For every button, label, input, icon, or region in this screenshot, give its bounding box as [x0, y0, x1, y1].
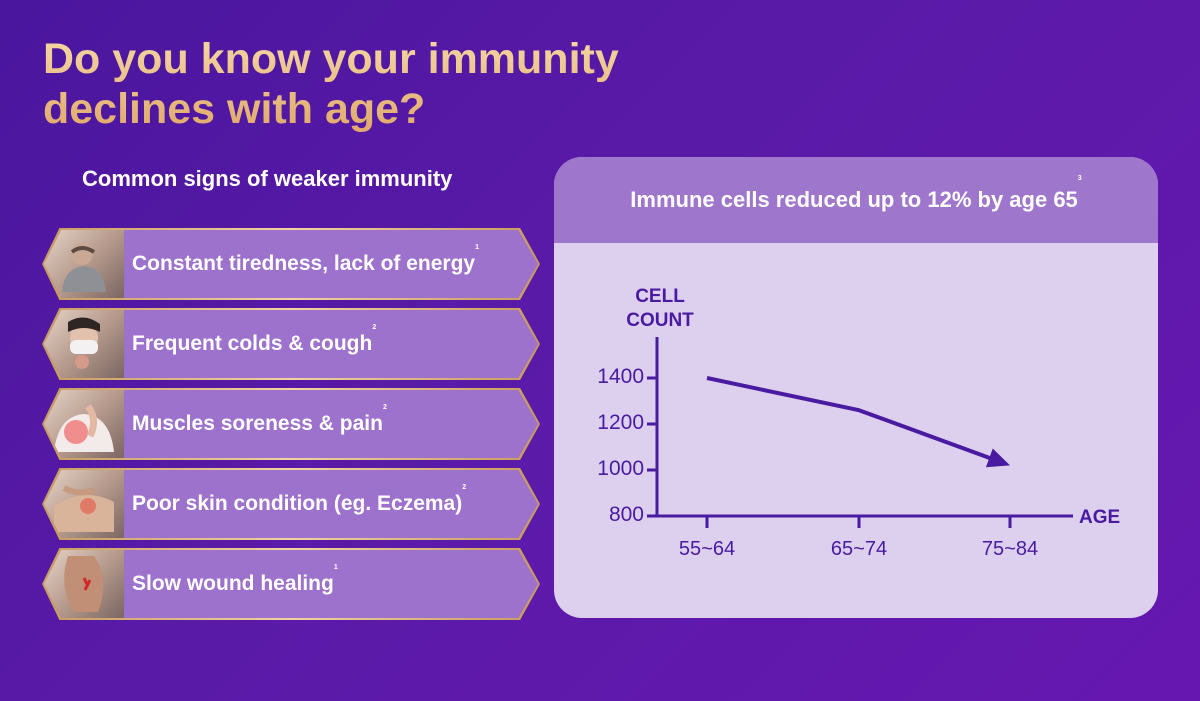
- tired-person-icon: [44, 230, 124, 298]
- y-axis-title: COUNT: [626, 310, 694, 331]
- x-tick-label: 65~74: [831, 538, 887, 560]
- headline: Do you know your immunity declines with …: [43, 34, 619, 134]
- headline-line2: declines with age?: [43, 85, 426, 133]
- x-tick-label: 75~84: [982, 538, 1038, 560]
- chart-title-text: Immune cells reduced up to 12% by age 65: [630, 187, 1078, 212]
- sign-label: Slow wound healing: [132, 572, 334, 595]
- sign-row: Slow wound healing1: [42, 548, 540, 620]
- sign-label: Poor skin condition (eg. Eczema): [132, 492, 463, 515]
- y-tick-label: 1400: [597, 365, 644, 388]
- cough-mask-icon: [44, 310, 124, 378]
- sign-ref: 2: [462, 484, 467, 491]
- x-axis-title: AGE: [1079, 507, 1120, 528]
- sign-ref: 1: [333, 564, 338, 571]
- sign-ref: 1: [475, 244, 480, 251]
- knee-wound-icon: [44, 550, 124, 618]
- x-tick-label: 55~64: [679, 538, 735, 560]
- trend-arrowhead: [985, 448, 1010, 468]
- sign-ref: 2: [372, 324, 377, 331]
- y-tick-label: 1000: [597, 457, 644, 480]
- sign-label: Frequent colds & cough: [132, 332, 373, 355]
- series-line: [706, 376, 997, 462]
- sign-row: Frequent colds & cough2: [42, 308, 540, 380]
- sign-label: Constant tiredness, lack of energy: [132, 252, 476, 275]
- chart-card: Immune cells reduced up to 12% by age 65…: [554, 157, 1158, 618]
- sign-row: Poor skin condition (eg. Eczema)2: [42, 468, 540, 540]
- sign-label: Muscles soreness & pain: [132, 412, 383, 435]
- itchy-skin-icon: [44, 470, 124, 538]
- headline-line1: Do you know your immunity: [43, 35, 619, 83]
- y-tick-label: 1200: [597, 411, 644, 434]
- y-tick-label: 800: [609, 503, 644, 526]
- sign-row: Muscles soreness & pain2: [42, 388, 540, 460]
- sign-row: Constant tiredness, lack of energy1: [42, 228, 540, 300]
- shoulder-pain-icon: [44, 390, 124, 458]
- chart-title: Immune cells reduced up to 12% by age 65…: [554, 157, 1158, 243]
- sign-ref: 2: [382, 404, 387, 411]
- cell-count-chart: CELL COUNT AGE 1400 1200 1000 800 55~64 65~74 75~…: [597, 286, 1120, 560]
- chart-title-ref: 3: [1077, 175, 1082, 182]
- headline-ref: 3: [425, 113, 431, 124]
- signs-heading: Common signs of weaker immunity: [82, 166, 453, 191]
- y-axis-title: CELL: [635, 286, 685, 307]
